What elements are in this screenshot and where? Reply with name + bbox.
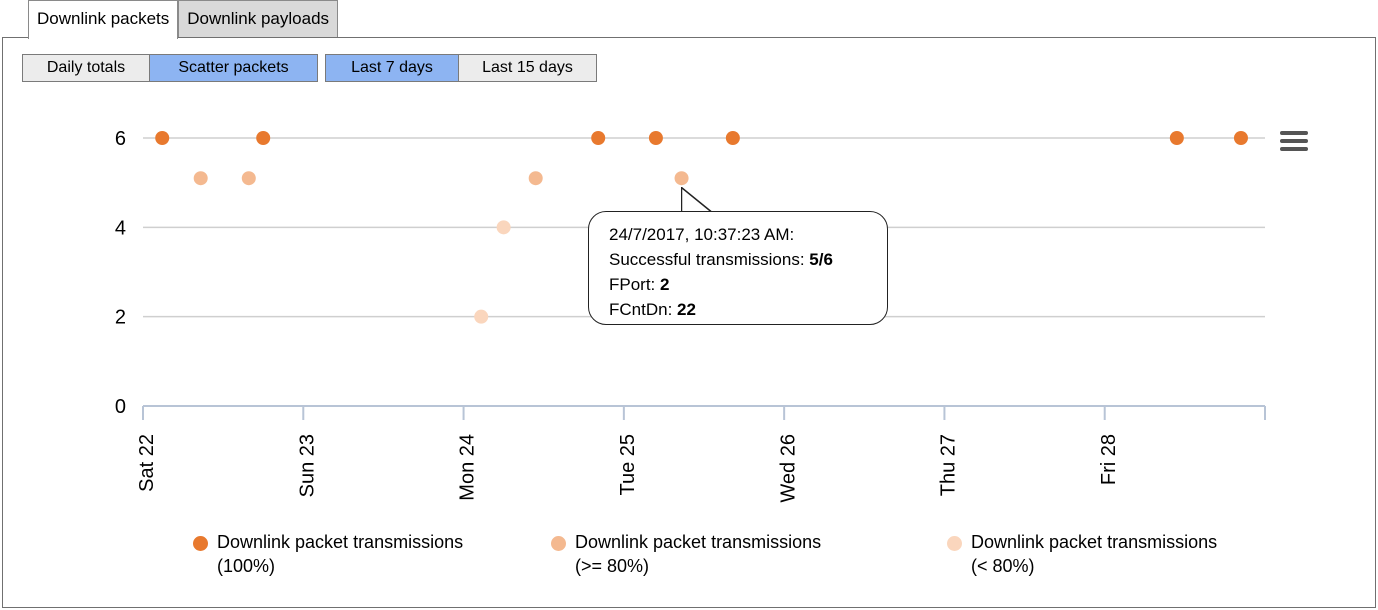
legend-item-below-80[interactable]: Downlink packet transmissions (< 80%) — [947, 530, 1217, 578]
data-point — [1169, 131, 1184, 145]
legend-sublabel: (100%) — [217, 556, 276, 576]
data-point — [496, 220, 511, 235]
legend-dot-100 — [193, 536, 208, 551]
x-tick-label: Tue 25 — [617, 434, 639, 496]
data-point — [528, 171, 543, 186]
daily-totals-button[interactable]: Daily totals — [23, 55, 149, 81]
y-tick-label: 2 — [115, 307, 126, 329]
y-tick-label: 0 — [115, 396, 126, 418]
x-tick-label: Sun 23 — [296, 434, 318, 497]
scatter-packets-button[interactable]: Scatter packets — [149, 55, 317, 81]
data-point — [674, 171, 689, 186]
tooltip-success: Successful transmissions: 5/6 — [609, 250, 833, 269]
x-tick-label: Mon 24 — [457, 434, 479, 501]
legend-label: Downlink packet transmissions — [575, 532, 822, 552]
data-point — [1233, 131, 1248, 145]
legend-item-80[interactable]: Downlink packet transmissions (>= 80%) — [551, 530, 821, 578]
legend-item-100[interactable]: Downlink packet transmissions (100%) — [193, 530, 463, 578]
x-tick-label: Fri 28 — [1098, 434, 1120, 485]
tooltip-pointer — [681, 187, 712, 213]
tooltip-fport: FPort: 2 — [609, 275, 670, 294]
x-tick-label: Sat 22 — [136, 434, 158, 492]
tooltip-fcnt: FCntDn: 22 — [609, 300, 696, 319]
view-mode-toggle: Daily totals Scatter packets — [22, 54, 318, 82]
data-point — [256, 131, 271, 145]
x-tick-label: Thu 27 — [938, 434, 960, 496]
point-tooltip: 24/7/2017, 10:37:23 AM: Successful trans… — [588, 211, 888, 325]
legend-sublabel: (>= 80%) — [575, 556, 650, 576]
legend-sublabel: (< 80%) — [971, 556, 1035, 576]
tab-downlink-packets[interactable]: Downlink packets — [28, 0, 179, 39]
y-tick-label: 4 — [115, 217, 126, 239]
data-point — [591, 131, 606, 145]
hamburger-menu-icon[interactable] — [1280, 131, 1308, 153]
legend-dot-below-80 — [947, 536, 962, 551]
time-range-toggle: Last 7 days Last 15 days — [325, 54, 597, 82]
legend-label: Downlink packet transmissions — [217, 532, 464, 552]
last-7-days-button[interactable]: Last 7 days — [326, 55, 458, 81]
data-point — [474, 309, 489, 324]
data-point — [155, 131, 170, 145]
tab-bar: Downlink packets Downlink payloads — [28, 0, 339, 39]
legend-label: Downlink packet transmissions — [971, 532, 1218, 552]
tab-downlink-payloads[interactable]: Downlink payloads — [178, 0, 339, 38]
x-tick-label: Wed 26 — [777, 434, 799, 503]
data-point — [725, 131, 740, 145]
tooltip-timestamp: 24/7/2017, 10:37:23 AM: — [609, 225, 795, 244]
data-point — [193, 171, 208, 186]
last-15-days-button[interactable]: Last 15 days — [458, 55, 596, 81]
data-point — [648, 131, 663, 145]
data-point — [241, 171, 256, 186]
legend-dot-80 — [551, 536, 566, 551]
y-tick-label: 6 — [115, 128, 126, 150]
